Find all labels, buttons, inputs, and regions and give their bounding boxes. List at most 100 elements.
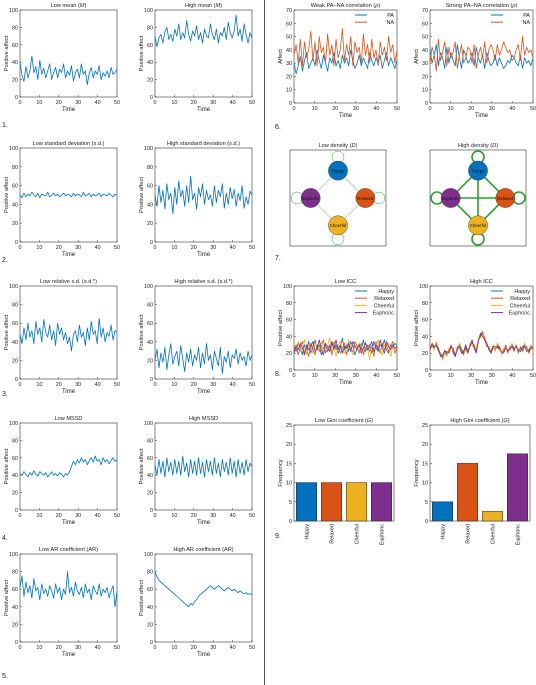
x-tick-label: 10 — [171, 245, 177, 251]
x-tick-label: 30 — [210, 100, 216, 106]
chart-title-text: High mean ( — [185, 3, 216, 9]
x-tick-label: 20 — [191, 513, 197, 519]
y-tick-label: 40 — [12, 605, 18, 611]
y-tick-label: 60 — [422, 318, 428, 324]
y-tick-label: 5 — [289, 500, 292, 506]
x-axis-label: Time — [62, 652, 76, 658]
y-axis-label: Positive affect — [139, 314, 145, 350]
y-tick-label: 20 — [422, 442, 428, 448]
x-axis-label: Time — [197, 252, 211, 258]
y-tick-label: 20 — [422, 74, 428, 80]
network-node-label: Cheerful — [330, 223, 347, 228]
y-axis-label: Positive affect — [139, 580, 145, 616]
network-node-label: Happy — [332, 168, 345, 173]
category-label: Cheerful — [491, 524, 497, 544]
y-tick-label: 0 — [15, 95, 18, 101]
bar-relaxed — [457, 463, 478, 522]
x-tick-label: 10 — [171, 513, 177, 519]
y-tick-label: 0 — [150, 95, 153, 101]
x-tick-label: 50 — [530, 106, 536, 112]
chart-low-mssd: Low MSSD 0 10 20 30 40 50 0 20 40 60 80 100 Time Posit… — [4, 416, 120, 526]
y-tick-label: 80 — [12, 303, 18, 309]
chart-title: Low standard deviation (s.d.) — [33, 141, 105, 147]
chart-title-end: ) — [356, 143, 358, 149]
panel-number: 9. — [275, 533, 281, 540]
x-tick-label: 30 — [75, 382, 81, 388]
bar-euphoric — [371, 482, 392, 522]
legend-label: NA — [523, 20, 531, 26]
x-tick-label: 20 — [56, 382, 62, 388]
chart-title-end: ) — [516, 3, 518, 9]
x-tick-label: 50 — [530, 373, 536, 379]
x-tick-label: 40 — [95, 645, 101, 651]
chart-title: High ICC — [470, 279, 493, 285]
x-tick-label: 10 — [448, 373, 454, 379]
x-tick-label: 40 — [95, 382, 101, 388]
chart-title: High standard deviation (s.d.) — [167, 141, 240, 147]
y-axis-label: Positive affect — [139, 448, 145, 484]
y-tick-label: 40 — [147, 60, 153, 66]
chart-high-gini: High Gini coefficient (G) 0 5 10 15 20 25 Frequ… — [414, 418, 531, 546]
chart-title-symbol: ρ — [374, 3, 379, 9]
chart-title-end: ) — [371, 418, 373, 424]
y-tick-label: 100 — [419, 284, 428, 290]
chart-title-symbol: M — [80, 3, 85, 9]
x-tick-label: 10 — [171, 382, 177, 388]
y-tick-label: 100 — [144, 421, 153, 427]
x-tick-label: 10 — [171, 645, 177, 651]
y-tick-label: 30 — [422, 61, 428, 67]
plot-frame — [293, 285, 398, 371]
x-axis-label: Time — [197, 652, 211, 658]
y-tick-label: 60 — [147, 184, 153, 190]
x-tick-label: 20 — [56, 513, 62, 519]
y-tick-label: 0 — [425, 101, 428, 107]
y-tick-label: 40 — [147, 473, 153, 479]
x-tick-label: 10 — [312, 106, 318, 112]
x-tick-label: 40 — [95, 513, 101, 519]
panel-number: 8. — [275, 371, 281, 378]
x-tick-label: 20 — [56, 100, 62, 106]
plot-frame — [19, 422, 118, 511]
y-tick-label: 20 — [286, 74, 292, 80]
y-tick-label: 80 — [147, 165, 153, 171]
plot-frame — [19, 9, 118, 98]
category-label: Cheerful — [355, 524, 361, 544]
x-axis-label: Time — [475, 113, 489, 119]
plot-frame — [19, 553, 118, 643]
series-line-positive-affect — [19, 571, 118, 608]
x-tick-label: 0 — [429, 373, 432, 379]
chart-title: Low MSSD — [55, 416, 83, 422]
y-tick-label: 70 — [422, 8, 428, 14]
y-tick-label: 20 — [147, 78, 153, 84]
x-tick-label: 30 — [353, 373, 359, 379]
category-label: Happy — [305, 524, 311, 540]
y-tick-label: 10 — [422, 88, 428, 94]
x-axis-label: Time — [197, 107, 211, 113]
y-tick-label: 20 — [286, 442, 292, 448]
chart-low-rel-sd: Low relative s.d. (s.d.*) 0 10 20 30 40 50 0 20 4… — [4, 279, 120, 395]
x-tick-label: 30 — [210, 645, 216, 651]
y-tick-label: 0 — [150, 240, 153, 246]
x-axis-label: Time — [197, 389, 211, 395]
x-tick-label: 20 — [191, 382, 197, 388]
y-tick-label: 20 — [147, 221, 153, 227]
category-label: Happy — [441, 524, 447, 540]
x-tick-label: 10 — [36, 513, 42, 519]
network-node-happy — [468, 160, 488, 181]
x-tick-label: 0 — [154, 513, 157, 519]
chart-low-ar: Low AR coefficient (AR) 0 10 20 30 40 50 0 20 40 6… — [4, 547, 120, 658]
chart-title-symbol: G — [367, 418, 372, 424]
series-line-cheerful — [293, 337, 398, 361]
category-label: Euphoric — [516, 524, 522, 546]
x-tick-label: 50 — [394, 373, 400, 379]
panel-number: 2. — [2, 257, 8, 264]
y-tick-label: 60 — [422, 21, 428, 27]
y-tick-label: 50 — [422, 35, 428, 41]
chart-weak-corr: Weak PA–NA correlation (ρ) 0 10 20 30 40 50 0 10… — [278, 3, 400, 119]
y-tick-label: 0 — [150, 508, 153, 514]
network-node-euphoric — [300, 188, 321, 208]
x-tick-label: 0 — [19, 513, 22, 519]
x-tick-label: 40 — [95, 245, 101, 251]
legend-label: Relaxed — [510, 296, 530, 302]
